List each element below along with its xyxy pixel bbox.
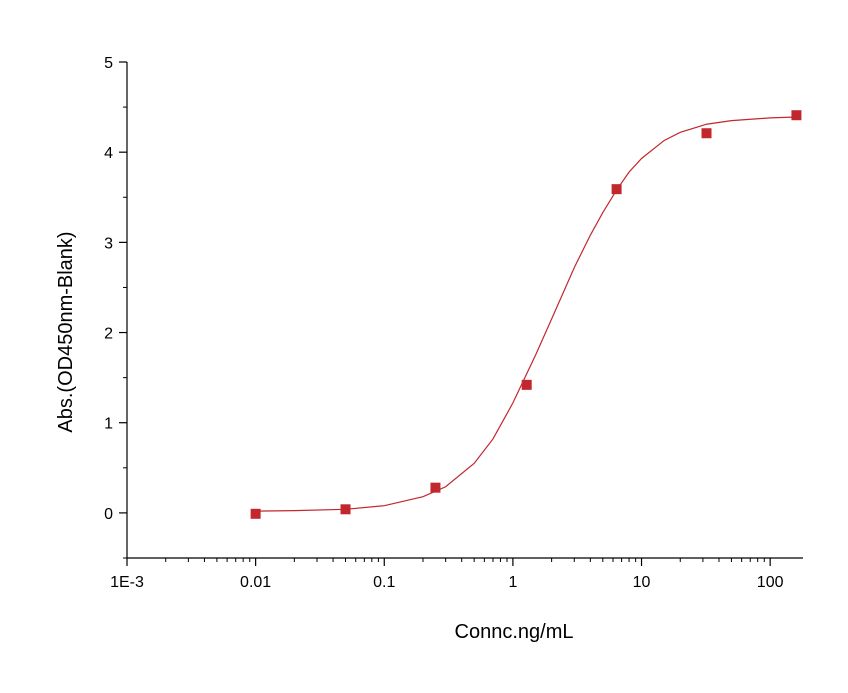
y-tick-label: 2 xyxy=(104,326,113,343)
data-point xyxy=(521,379,532,390)
data-point xyxy=(791,110,802,121)
x-axis-title: Connc.ng/mL xyxy=(455,621,574,643)
data-point xyxy=(611,184,622,195)
y-tick-label: 1 xyxy=(104,416,113,433)
x-tick-label: 10 xyxy=(633,574,651,591)
x-tick-label: 1 xyxy=(508,574,517,591)
y-tick-label: 5 xyxy=(104,55,113,72)
data-point xyxy=(701,128,712,139)
y-tick-label: 3 xyxy=(104,235,113,252)
x-tick-label: 0.01 xyxy=(240,574,271,591)
y-axis-title: Abs.(OD450nm-Blank) xyxy=(55,231,77,432)
data-point xyxy=(430,482,441,493)
y-tick-label: 4 xyxy=(104,145,113,162)
data-point xyxy=(250,508,261,519)
y-tick-label: 0 xyxy=(104,506,113,523)
x-tick-label: 0.1 xyxy=(373,574,395,591)
y-axis: 0 1 2 3 4 5 xyxy=(104,55,128,559)
x-tick-label: 1E-3 xyxy=(110,574,144,591)
plot-area xyxy=(250,110,802,519)
x-axis: 1E-3 0.01 0.1 1 10 100 xyxy=(110,557,803,591)
fit-curve-line xyxy=(255,116,797,512)
x-tick-label: 100 xyxy=(757,574,784,591)
data-point xyxy=(340,504,351,515)
